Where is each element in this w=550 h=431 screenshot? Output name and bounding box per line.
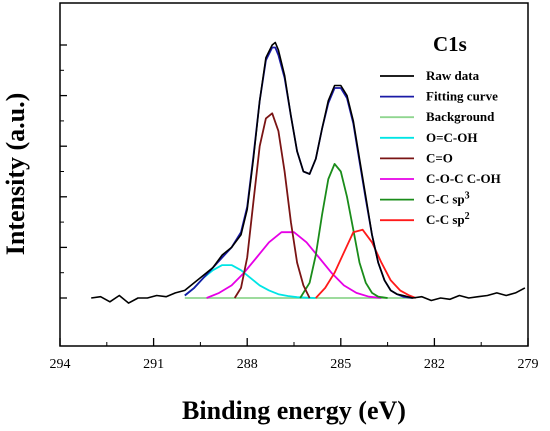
- series-line-o-c-oh: [184, 264, 316, 299]
- y-axis-title: Intensity (a.u.): [1, 93, 30, 256]
- x-tick-label: 279: [518, 357, 539, 372]
- series-line-c-c-sp2: [315, 228, 417, 299]
- series-line-c-o: [233, 112, 311, 299]
- legend-label: Raw data: [426, 68, 480, 83]
- series-line-raw-data: [91, 41, 526, 304]
- legend-label: Background: [426, 109, 495, 124]
- series-layer: [91, 41, 526, 304]
- series-line-c-o-c-c-oh: [206, 231, 382, 299]
- legend-label: C-C sp3: [426, 191, 470, 207]
- x-tick-label: 285: [330, 357, 351, 372]
- panel-label: C1s: [433, 32, 467, 56]
- series-line-c-c-sp3: [299, 162, 388, 299]
- legend-label: C-C sp2: [426, 211, 470, 227]
- x-tick-label: 294: [50, 357, 71, 372]
- legend-label: C-O-C C-OH: [426, 171, 501, 186]
- x-tick-label: 288: [237, 357, 258, 372]
- legend-label: Fitting curve: [426, 89, 498, 104]
- legend-label: C=O: [426, 150, 453, 165]
- legend: Raw data Fitting curve Background O=C-OH C=O…: [380, 68, 501, 227]
- x-tick-label: 291: [143, 357, 164, 372]
- x-axis-title: Binding energy (eV): [182, 396, 406, 425]
- legend-label: O=C-OH: [426, 130, 477, 145]
- ticks-layer: 294 291 288 285 282 279: [50, 44, 539, 372]
- x-tick-label: 282: [424, 357, 445, 372]
